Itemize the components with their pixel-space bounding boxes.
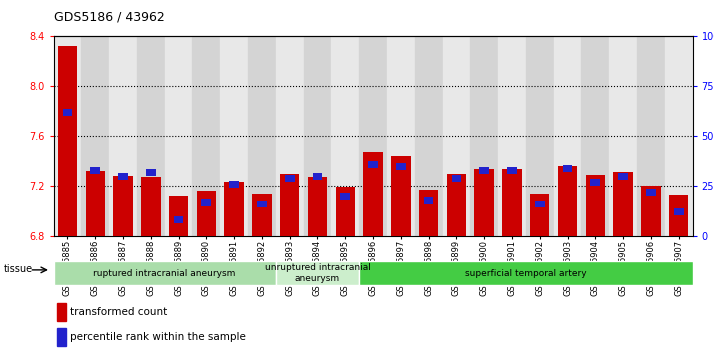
Bar <box>553 36 581 236</box>
Bar <box>169 196 188 236</box>
Bar <box>252 193 271 236</box>
Bar <box>368 160 378 168</box>
Bar <box>336 187 355 236</box>
Bar <box>471 36 498 236</box>
Bar <box>201 199 211 205</box>
Bar <box>451 175 461 182</box>
Bar <box>526 36 553 236</box>
Bar <box>114 176 133 236</box>
Text: unruptured intracranial
aneurysm: unruptured intracranial aneurysm <box>265 264 371 283</box>
Bar <box>479 167 489 174</box>
Bar <box>391 156 411 236</box>
Bar <box>165 36 193 236</box>
Bar <box>669 195 688 236</box>
Bar <box>363 152 383 236</box>
Bar <box>419 190 438 236</box>
Bar <box>54 36 81 236</box>
Text: GDS5186 / 43962: GDS5186 / 43962 <box>54 11 164 24</box>
Bar <box>57 303 66 321</box>
Bar <box>331 36 359 236</box>
Bar <box>276 261 359 285</box>
Bar <box>63 109 72 116</box>
Text: percentile rank within the sample: percentile rank within the sample <box>69 332 246 342</box>
Bar <box>530 193 550 236</box>
Bar <box>563 164 573 172</box>
Bar <box>585 175 605 236</box>
Text: superficial temporal artery: superficial temporal artery <box>465 269 587 278</box>
Bar <box>641 186 660 236</box>
Bar <box>443 36 471 236</box>
Bar <box>637 36 665 236</box>
Bar <box>590 179 600 185</box>
Bar <box>308 177 327 236</box>
Bar <box>146 168 156 176</box>
Bar <box>58 46 77 236</box>
Bar <box>665 36 693 236</box>
Bar <box>447 174 466 236</box>
Bar <box>285 175 295 182</box>
Bar <box>502 168 522 236</box>
Bar <box>257 200 267 208</box>
Bar <box>276 36 303 236</box>
Bar <box>109 36 137 236</box>
Bar <box>57 328 66 346</box>
Text: tissue: tissue <box>4 264 33 274</box>
Bar <box>229 180 239 188</box>
Text: transformed count: transformed count <box>69 307 167 317</box>
Bar <box>248 36 276 236</box>
Bar <box>303 36 331 236</box>
Bar <box>91 167 100 174</box>
Bar <box>196 191 216 236</box>
Bar <box>141 177 161 236</box>
Bar <box>280 174 299 236</box>
Text: ruptured intracranial aneurysm: ruptured intracranial aneurysm <box>94 269 236 278</box>
Bar <box>54 261 276 285</box>
Bar <box>137 36 165 236</box>
Bar <box>174 216 183 224</box>
Bar <box>387 36 415 236</box>
Bar <box>424 196 433 204</box>
Bar <box>81 36 109 236</box>
Bar <box>646 188 655 196</box>
Bar <box>609 36 637 236</box>
Bar <box>475 168 494 236</box>
Bar <box>313 172 322 180</box>
Bar <box>86 171 105 236</box>
Bar <box>535 200 545 208</box>
Bar <box>359 36 387 236</box>
Bar <box>613 172 633 236</box>
Bar <box>396 163 406 170</box>
Bar <box>341 192 350 200</box>
Bar <box>359 261 693 285</box>
Bar <box>507 167 517 174</box>
Bar <box>415 36 443 236</box>
Bar <box>220 36 248 236</box>
Bar <box>581 36 609 236</box>
Bar <box>118 172 128 180</box>
Bar <box>618 172 628 180</box>
Bar <box>224 182 244 236</box>
Bar <box>674 208 683 216</box>
Bar <box>558 166 578 236</box>
Bar <box>193 36 220 236</box>
Bar <box>498 36 526 236</box>
